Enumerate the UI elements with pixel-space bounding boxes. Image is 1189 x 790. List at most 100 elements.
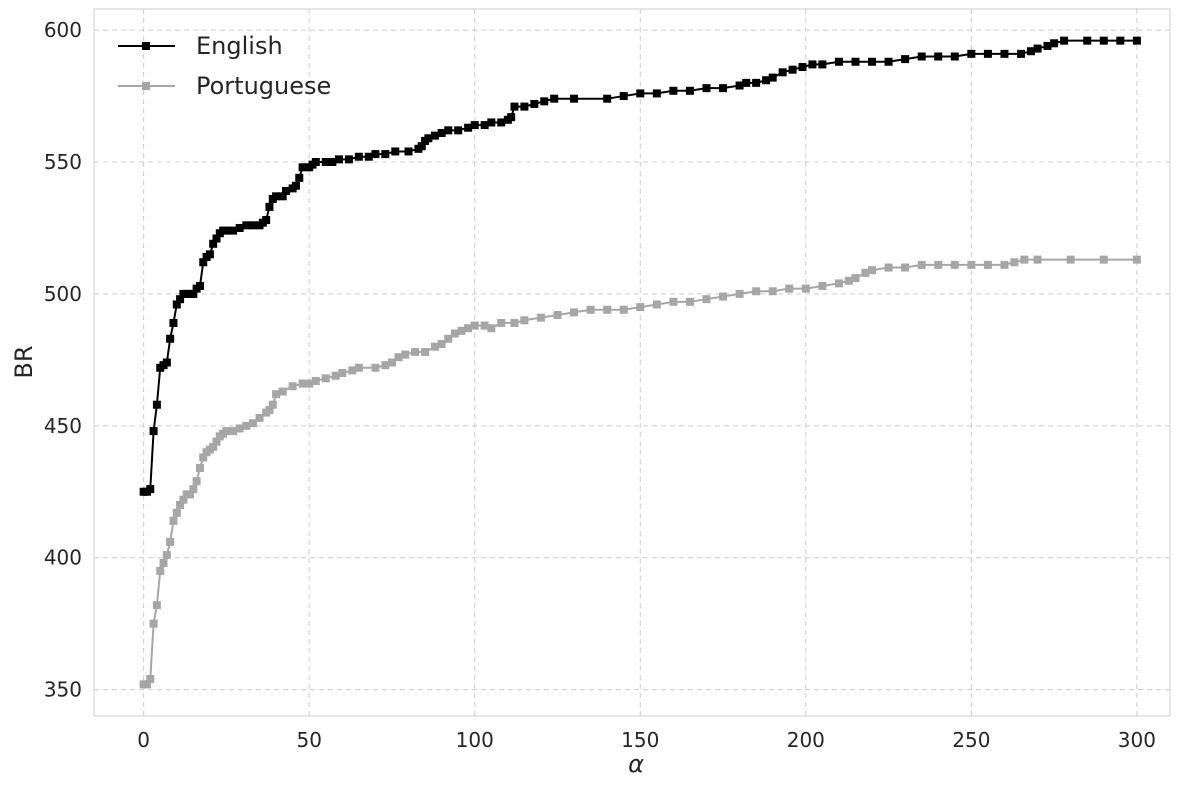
data-point-english: [311, 158, 320, 167]
data-point-portuguese: [669, 297, 678, 306]
data-point-portuguese: [229, 427, 238, 436]
data-point-portuguese: [1000, 260, 1009, 269]
y-tick-label: 350: [44, 678, 82, 702]
data-point-portuguese: [371, 363, 380, 372]
data-point-portuguese: [172, 508, 181, 517]
data-point-english: [278, 192, 287, 201]
data-point-portuguese: [901, 263, 910, 272]
data-point-portuguese: [199, 453, 208, 462]
data-point-english: [950, 52, 959, 61]
legend-marker-portuguese: [142, 82, 150, 90]
data-point-portuguese: [381, 361, 390, 370]
data-point-english: [464, 123, 473, 132]
x-tick-label: 200: [787, 728, 825, 752]
data-point-portuguese: [162, 551, 171, 560]
data-point-portuguese: [305, 379, 314, 388]
data-point-portuguese: [464, 324, 473, 333]
data-point-english: [172, 300, 181, 309]
data-point-portuguese: [431, 342, 440, 351]
data-point-english: [454, 126, 463, 135]
data-point-portuguese: [195, 464, 204, 473]
data-point-english: [242, 221, 251, 230]
data-point-english: [619, 92, 628, 101]
y-tick-label: 550: [44, 150, 82, 174]
data-point-english: [381, 150, 390, 159]
tick-labels: 0 50 100 150 200 250 300 350 400 450 500 550 600: [44, 18, 1156, 752]
data-point-portuguese: [861, 268, 870, 277]
data-point-portuguese: [1020, 255, 1029, 264]
data-point-english: [152, 400, 161, 409]
data-point-english: [265, 202, 274, 211]
data-point-portuguese: [917, 260, 926, 269]
data-point-english: [818, 60, 827, 69]
data-point-english: [719, 84, 728, 93]
data-point-english: [570, 94, 579, 103]
data-point-portuguese: [411, 347, 420, 356]
data-point-portuguese: [603, 305, 612, 314]
data-point-english: [404, 147, 413, 156]
data-point-portuguese: [142, 680, 151, 689]
data-point-english: [480, 121, 489, 130]
legend-label-portuguese: Portuguese: [196, 72, 331, 100]
data-point-english: [834, 57, 843, 66]
legend-label-english: English: [196, 32, 283, 60]
data-point-english: [1099, 36, 1108, 45]
data-point-english: [272, 192, 281, 201]
data-point-english: [1132, 36, 1141, 45]
data-point-portuguese: [255, 413, 264, 422]
data-point-portuguese: [209, 442, 218, 451]
data-point-english: [917, 52, 926, 61]
data-point-english: [752, 78, 761, 87]
data-point-portuguese: [149, 619, 158, 628]
data-point-english: [1116, 36, 1125, 45]
data-point-english: [685, 86, 694, 95]
data-point-english: [735, 81, 744, 90]
data-point-portuguese: [934, 260, 943, 269]
data-point-english: [295, 173, 304, 182]
data-point-english: [778, 68, 787, 77]
data-point-english: [808, 60, 817, 69]
data-point-portuguese: [272, 390, 281, 399]
x-tick-label: 50: [296, 728, 321, 752]
data-point-english: [901, 55, 910, 64]
data-point-portuguese: [176, 500, 185, 509]
data-point-english: [702, 84, 711, 93]
data-point-english: [1026, 47, 1035, 56]
data-point-portuguese: [146, 675, 155, 684]
data-point-portuguese: [268, 400, 277, 409]
data-point-english: [636, 89, 645, 98]
data-point-portuguese: [752, 287, 761, 296]
data-point-english: [321, 158, 330, 167]
data-point-portuguese: [421, 347, 430, 356]
data-point-english: [176, 295, 185, 304]
data-point-portuguese: [444, 334, 453, 343]
data-point-english: [205, 250, 214, 259]
data-point-portuguese: [586, 305, 595, 314]
x-tick-label: 150: [621, 728, 659, 752]
data-point-portuguese: [235, 424, 244, 433]
data-point-english: [520, 102, 529, 111]
data-point-english: [788, 65, 797, 74]
data-point-portuguese: [387, 358, 396, 367]
data-point-english: [470, 121, 479, 130]
legend-entry-english: English: [118, 32, 283, 60]
data-point-portuguese: [470, 321, 479, 330]
data-point-english: [282, 187, 291, 196]
data-point-english: [798, 63, 807, 72]
data-point-english: [199, 258, 208, 267]
data-point-portuguese: [818, 282, 827, 290]
data-point-english: [934, 52, 943, 61]
data-point-english: [298, 163, 307, 172]
data-point-portuguese: [619, 305, 628, 314]
data-point-english: [868, 57, 877, 66]
data-point-english: [431, 131, 440, 140]
data-point-portuguese: [457, 326, 466, 335]
data-point-english: [652, 89, 661, 98]
x-tick-label: 100: [456, 728, 494, 752]
data-point-portuguese: [166, 537, 175, 546]
data-point-portuguese: [497, 318, 506, 327]
y-tick-label: 500: [44, 282, 82, 306]
data-point-english: [768, 73, 777, 82]
data-point-english: [967, 49, 976, 58]
